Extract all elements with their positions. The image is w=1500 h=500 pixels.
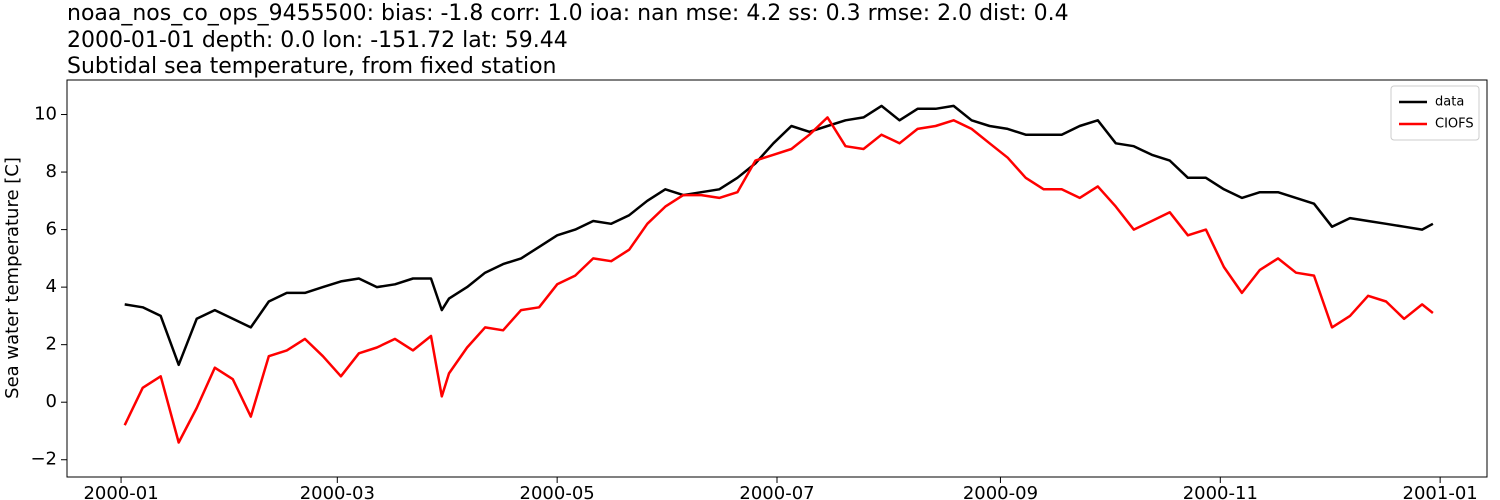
legend-label: data: [1435, 95, 1464, 110]
legend: data CIOFS: [1390, 85, 1480, 141]
chart-subtitle: 2000-01-01 depth: 0.0 lon: -151.72 lat: …: [67, 28, 568, 53]
chart-title: noaa_nos_co_ops_9455500: bias: -1.8 corr…: [67, 1, 1069, 26]
y-tick-label: 10: [34, 104, 57, 125]
x-tick-label: 2000-11: [1183, 483, 1258, 500]
x-tick-label: 2000-07: [739, 483, 814, 500]
y-tick-label: 4: [46, 276, 57, 297]
x-tick-label: 2000-05: [520, 483, 595, 500]
y-axis-label: Sea water temperature [C]: [2, 157, 23, 399]
y-tick-label: 2: [46, 334, 57, 355]
y-tick-label: 6: [46, 219, 57, 240]
legend-label: CIOFS: [1435, 117, 1474, 132]
x-tick-label: 2001-01: [1403, 483, 1478, 500]
legend-box: [1390, 85, 1480, 141]
x-tick-label: 2000-01: [83, 483, 158, 500]
series-line: [123, 116, 1434, 444]
x-tick-label: 2000-09: [963, 483, 1038, 500]
y-tick-label: 0: [46, 391, 57, 412]
chart-subtitle: Subtidal sea temperature, from fixed sta…: [67, 54, 557, 79]
x-tick-label: 2000-03: [300, 483, 375, 500]
y-tick-label: −2: [30, 449, 57, 470]
y-tick-label: 8: [46, 161, 57, 182]
series-line: [124, 104, 1434, 367]
